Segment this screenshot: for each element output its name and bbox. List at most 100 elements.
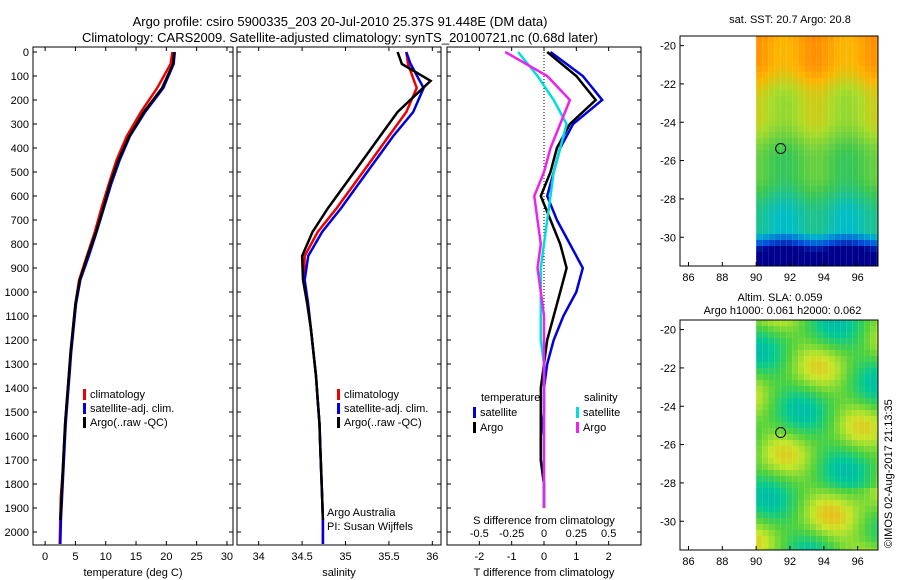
map-cell — [774, 398, 781, 404]
map-cell — [864, 240, 871, 246]
map-cell — [768, 168, 775, 174]
map-cell — [870, 542, 877, 548]
map-cell — [810, 198, 817, 204]
map-cell — [822, 506, 829, 512]
map-cell — [816, 114, 823, 120]
map-cell — [822, 156, 829, 162]
map-cell — [798, 548, 805, 550]
map-cell — [876, 428, 878, 434]
map-cell — [852, 548, 859, 550]
map-cell — [798, 470, 805, 476]
map-cell — [852, 174, 859, 180]
map-cell — [834, 410, 841, 416]
map-cell — [804, 222, 811, 228]
map-cell — [762, 222, 769, 228]
map-cell — [864, 494, 871, 500]
map-cell — [852, 440, 859, 446]
map-cell — [798, 368, 805, 374]
map-cell — [858, 428, 865, 434]
map-cell — [828, 356, 835, 362]
map-cell — [768, 458, 775, 464]
map-cell — [858, 132, 865, 138]
map-cell — [852, 410, 859, 416]
map-cell — [840, 222, 847, 228]
map-cell — [756, 446, 763, 452]
map-cell — [852, 380, 859, 386]
ytick-label: 1400 — [5, 383, 29, 395]
map-cell — [774, 416, 781, 422]
map-cell — [858, 228, 865, 234]
map-cell — [804, 488, 811, 494]
map-cell — [774, 240, 781, 246]
map-cell — [840, 258, 847, 264]
legend-swatch — [576, 422, 579, 433]
map-cell — [864, 84, 871, 90]
map-cell — [804, 168, 811, 174]
map-cell — [762, 54, 769, 60]
map-cell — [816, 416, 823, 422]
map-cell — [756, 428, 763, 434]
map-cell — [846, 84, 853, 90]
map-cell — [768, 186, 775, 192]
map-cell — [786, 410, 793, 416]
map-cell — [816, 374, 823, 380]
map-cell — [876, 494, 878, 500]
map-cell — [864, 114, 871, 120]
map-cell — [864, 66, 871, 72]
map-cell — [870, 96, 877, 102]
legend-label: satellite-adj. clim. — [344, 403, 428, 415]
map-cell — [852, 350, 859, 356]
map-cell — [792, 536, 799, 542]
map-cell — [786, 96, 793, 102]
map-cell — [858, 240, 865, 246]
map-cell — [852, 464, 859, 470]
map-cell — [756, 264, 763, 266]
map-cell — [780, 464, 787, 470]
map-cell — [786, 90, 793, 96]
map-cell — [834, 192, 841, 198]
map-cell — [804, 476, 811, 482]
map-cell — [816, 506, 823, 512]
map-cell — [846, 506, 853, 512]
map-cell — [768, 174, 775, 180]
map-cell — [786, 54, 793, 60]
map-cell — [804, 452, 811, 458]
map-cell — [786, 440, 793, 446]
map-cell — [834, 198, 841, 204]
map-cell — [840, 96, 847, 102]
map-cell — [864, 48, 871, 54]
map-cell — [870, 150, 877, 156]
map-cell — [792, 252, 799, 258]
map-cell — [834, 458, 841, 464]
map-cell — [846, 66, 853, 72]
map-cell — [822, 392, 829, 398]
map-cell — [876, 362, 878, 368]
map-cell — [768, 90, 775, 96]
map-cell — [870, 252, 877, 258]
map-cell — [786, 338, 793, 344]
map-cell — [756, 162, 763, 168]
map-cell — [792, 476, 799, 482]
map-cell — [792, 60, 799, 66]
map-cell — [804, 120, 811, 126]
map-cell — [774, 362, 781, 368]
map-cell — [846, 356, 853, 362]
map-cell — [780, 162, 787, 168]
map-cell — [858, 374, 865, 380]
map-cell — [828, 362, 835, 368]
map-cell — [810, 416, 817, 422]
map-cell — [810, 216, 817, 222]
map-cell — [810, 174, 817, 180]
map-cell — [810, 350, 817, 356]
map-cell — [810, 234, 817, 240]
map-cell — [870, 464, 877, 470]
map-cell — [816, 344, 823, 350]
map-cell — [798, 60, 805, 66]
map-cell — [822, 222, 829, 228]
map-cell — [870, 494, 877, 500]
map-cell — [756, 434, 763, 440]
map-cell — [810, 90, 817, 96]
map-cell — [828, 144, 835, 150]
map-cell — [792, 204, 799, 210]
map-cell — [756, 90, 763, 96]
